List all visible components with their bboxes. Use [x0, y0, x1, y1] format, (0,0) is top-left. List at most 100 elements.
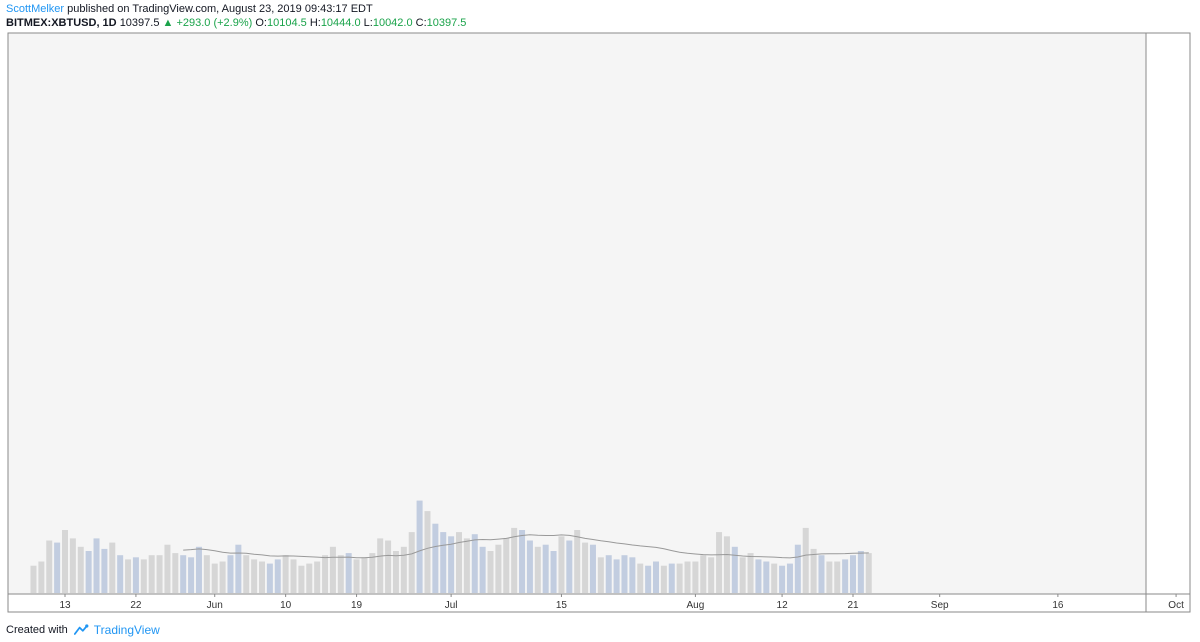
- volume-bar: [38, 561, 45, 593]
- volume-bar: [771, 563, 778, 593]
- volume-bar: [660, 565, 667, 593]
- tradingview-brand[interactable]: TradingView: [93, 623, 160, 637]
- ohlc-line: BITMEX:XBTUSD, 1D 10397.5 ▲ +293.0 (+2.9…: [6, 17, 466, 29]
- price-chart[interactable]: 14400.013600.013200.012700.012200.011700…: [0, 0, 1200, 622]
- author-link[interactable]: ScottMelker: [6, 3, 65, 15]
- volume-bar: [723, 536, 730, 593]
- volume-bar: [392, 551, 399, 593]
- volume-bar: [251, 559, 258, 593]
- volume-bar: [306, 563, 313, 593]
- tradingview-logo-icon: [73, 624, 89, 635]
- volume-bar: [708, 557, 715, 593]
- close-label: C:: [415, 17, 427, 29]
- footer: Created with TradingView: [6, 622, 160, 638]
- volume-bar: [676, 563, 683, 593]
- volume-bar: [54, 542, 61, 593]
- time-tick-label: 12: [777, 600, 789, 611]
- volume-bar: [857, 551, 864, 593]
- volume-bar: [637, 563, 644, 593]
- symbol-label[interactable]: BITMEX:XBTUSD, 1D: [6, 17, 117, 29]
- volume-bar: [526, 540, 533, 593]
- volume-bar: [692, 561, 699, 593]
- time-tick-label: 15: [556, 600, 568, 611]
- volume-bar: [763, 561, 770, 593]
- volume-bar: [755, 559, 762, 593]
- volume-bar: [448, 536, 455, 593]
- volume-bar: [69, 538, 76, 593]
- high-label: H:: [309, 17, 321, 29]
- volume-bar: [164, 544, 171, 593]
- volume-bar: [684, 561, 691, 593]
- open-label: O:: [255, 17, 267, 29]
- publish-line: ScottMelker published on TradingView.com…: [6, 3, 373, 15]
- last-price: 10397.5: [119, 17, 160, 29]
- volume-bar: [46, 540, 53, 593]
- volume-bar: [30, 565, 37, 593]
- volume-bar: [826, 561, 833, 593]
- created-with-text: Created with: [6, 624, 68, 636]
- chart-header: ScottMelker published on TradingView.com…: [0, 0, 1200, 30]
- volume-bar: [471, 534, 478, 593]
- volume-bar: [353, 559, 360, 593]
- volume-bar: [322, 555, 329, 593]
- volume-bar: [243, 555, 250, 593]
- volume-bar: [668, 563, 675, 593]
- volume-bar: [385, 540, 392, 593]
- volume-bar: [408, 532, 415, 593]
- volume-bar: [865, 553, 872, 593]
- volume-bar: [400, 546, 407, 593]
- volume-bar: [613, 559, 620, 593]
- time-tick-label: 16: [1052, 600, 1064, 611]
- volume-bar: [109, 542, 116, 593]
- volume-bar: [298, 565, 305, 593]
- volume-bar: [125, 559, 132, 593]
- publish-info: published on TradingView.com, August 23,…: [67, 3, 373, 15]
- volume-bar: [180, 555, 187, 593]
- volume-bar: [62, 530, 68, 593]
- open-value: 10104.5: [266, 17, 307, 29]
- volume-bar: [227, 555, 234, 593]
- volume-bar: [779, 565, 786, 593]
- time-tick-label: Sep: [931, 600, 949, 611]
- volume-bar: [117, 555, 124, 593]
- volume-bar: [542, 544, 549, 593]
- volume-bar: [700, 555, 707, 593]
- volume-bar: [834, 561, 841, 593]
- time-tick-label: 10: [280, 600, 292, 611]
- high-value: 10444.0: [320, 17, 361, 29]
- time-tick-label: 19: [351, 600, 363, 611]
- volume-bar: [747, 553, 754, 593]
- volume-bar: [369, 553, 376, 593]
- volume-bar: [140, 559, 147, 593]
- time-tick-label: Aug: [687, 600, 705, 611]
- volume-bar: [416, 500, 423, 593]
- volume-bar: [93, 538, 100, 593]
- time-tick-label: Jul: [445, 600, 458, 611]
- volume-bar: [818, 555, 825, 593]
- volume-bar: [259, 561, 265, 593]
- time-axis-area: [8, 594, 1190, 612]
- volume-bar: [203, 555, 210, 593]
- volume-bar: [653, 561, 659, 593]
- volume-bar: [77, 546, 84, 593]
- volume-bar: [219, 561, 226, 593]
- volume-bar: [495, 544, 502, 593]
- volume-bar: [479, 546, 486, 593]
- volume-bar: [337, 555, 344, 593]
- time-tick-label: Oct: [1168, 600, 1184, 611]
- volume-bar: [582, 542, 589, 593]
- time-tick-label: 13: [59, 600, 71, 611]
- volume-bar: [629, 557, 636, 593]
- volume-bar: [597, 557, 604, 593]
- volume-bar: [550, 551, 557, 593]
- volume-bar: [786, 563, 793, 593]
- volume-bar: [574, 530, 581, 593]
- volume-bar: [621, 555, 628, 593]
- volume-bar: [716, 532, 723, 593]
- volume-bar: [148, 555, 155, 593]
- volume-bar: [101, 548, 108, 593]
- time-tick-label: Jun: [207, 600, 223, 611]
- volume-bar: [156, 555, 163, 593]
- volume-bar: [558, 536, 565, 593]
- time-tick-label: 22: [130, 600, 142, 611]
